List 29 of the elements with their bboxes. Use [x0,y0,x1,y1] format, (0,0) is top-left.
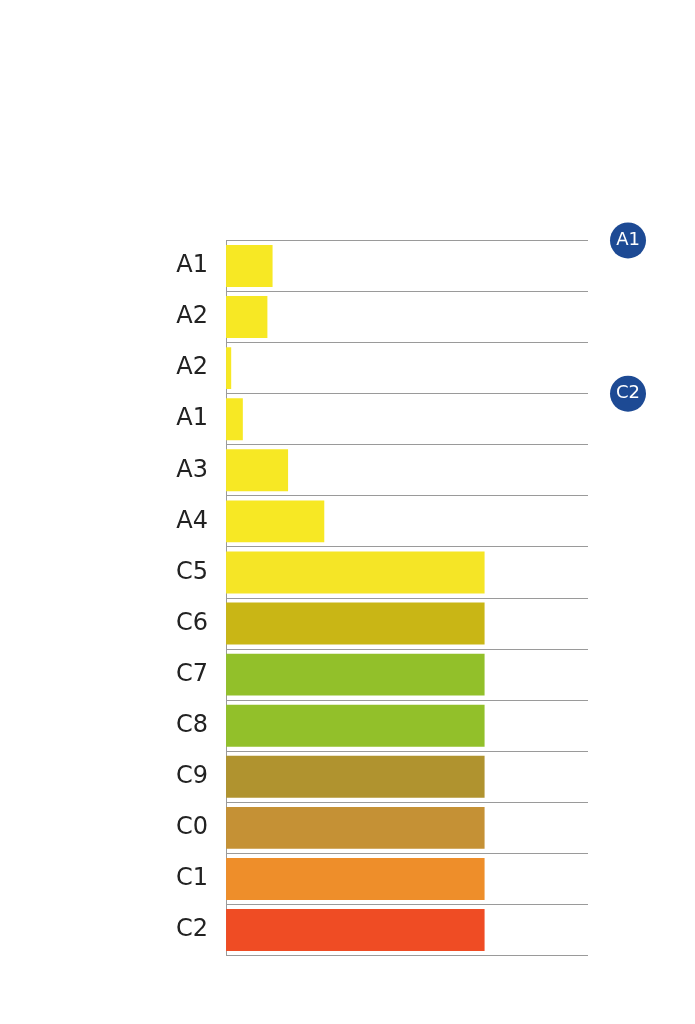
bar [226,858,485,900]
y-tick-label: A2 [176,352,209,381]
y-tick-label: C0 [176,812,209,841]
bar [226,806,485,849]
y-tick-label: C2 [176,914,209,943]
y-tick-label: A3 [176,454,209,483]
bar [226,602,485,645]
y-tick-label: C6 [176,607,209,636]
y-tick-label: C7 [176,658,209,687]
bar [226,653,485,696]
bar [226,245,273,287]
y-tick-label: A2 [176,301,209,330]
y-tick-label: C8 [176,709,209,738]
bar [226,551,485,594]
y-tick-label: A4 [176,505,209,534]
bar [226,449,289,492]
y-tick-label: C5 [176,556,209,585]
bar [226,398,243,441]
y-tick-label: C1 [176,863,209,892]
y-tick-label: A1 [176,403,209,432]
bar [226,296,268,338]
bar [226,909,485,951]
bar [226,704,485,747]
bar [226,755,485,798]
y-tick-label: A1 [176,250,209,279]
y-tick-label: C9 [176,761,209,790]
text: A1 [616,228,640,250]
bar [226,500,325,543]
text: C2 [615,381,641,403]
